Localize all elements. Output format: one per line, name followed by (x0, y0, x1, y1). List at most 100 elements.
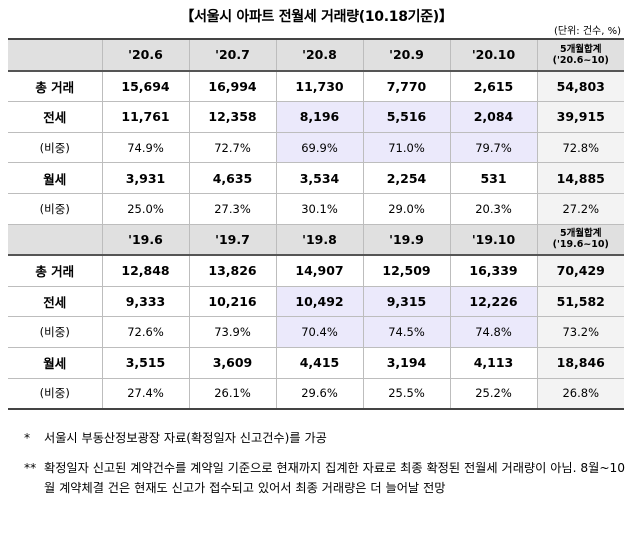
cell-total: 27.2% (537, 192, 624, 225)
table-row: 월세 3,931 4,635 3,534 2,254 531 14,885 (8, 162, 624, 194)
cell-total: 54,803 (537, 70, 624, 103)
header-cell: '19.6 (102, 223, 190, 257)
cell: 26.1% (189, 377, 277, 411)
cell-highlighted: 79.7% (450, 131, 538, 164)
table-row: 총 거래 15,694 16,994 11,730 7,770 2,615 54… (8, 70, 624, 103)
header-row-2019: '19.6 '19.7 '19.8 '19.9 '19.10 5개월합계('19… (8, 223, 624, 257)
row-label: 전세 (8, 285, 103, 318)
table-row: (비중) 74.9% 72.7% 69.9% 71.0% 79.7% 72.8% (8, 131, 624, 164)
cell-highlighted: 5,516 (363, 101, 451, 133)
cell: 16,339 (450, 254, 538, 287)
row-label: 총 거래 (8, 254, 103, 287)
row-label: (비중) (8, 316, 103, 348)
cell-highlighted: 70.4% (276, 316, 364, 348)
header-cell: '19.8 (276, 223, 364, 257)
cell-highlighted: 8,196 (276, 101, 364, 133)
footnote: ** 확정일자 신고된 계약건수를 계약일 기준으로 현재까지 집계한 자료로 … (24, 458, 629, 498)
cell: 29.0% (363, 192, 451, 225)
cell-total: 14,885 (537, 162, 624, 194)
cell-highlighted: 69.9% (276, 131, 364, 164)
cell: 9,333 (102, 285, 190, 318)
row-label: 총 거래 (8, 70, 103, 103)
cell: 11,761 (102, 101, 190, 133)
cell: 30.1% (276, 192, 364, 225)
table-row: 전세 11,761 12,358 8,196 5,516 2,084 39,91… (8, 101, 624, 133)
row-label: 전세 (8, 101, 103, 133)
cell: 4,113 (450, 346, 538, 379)
header-cell (8, 38, 103, 72)
cell-total: 51,582 (537, 285, 624, 318)
cell: 12,509 (363, 254, 451, 287)
cell-highlighted: 10,492 (276, 285, 364, 318)
footnotes: * 서울시 부동산정보광장 자료(확정일자 신고건수)를 가공 ** 확정일자 … (24, 428, 629, 498)
table-row: (비중) 72.6% 73.9% 70.4% 74.5% 74.8% 73.2% (8, 316, 624, 348)
header-cell: '19.10 (450, 223, 538, 257)
cell-highlighted: 12,226 (450, 285, 538, 318)
header-cell: '20.10 (450, 38, 538, 72)
footnote-text: 서울시 부동산정보광장 자료(확정일자 신고건수)를 가공 (44, 431, 327, 445)
cell: 14,907 (276, 254, 364, 287)
transaction-table: '20.6 '20.7 '20.8 '20.9 '20.10 5개월합계('20… (8, 38, 624, 411)
cell: 72.6% (102, 316, 190, 348)
cell-highlighted: 2,084 (450, 101, 538, 133)
table-row: 전세 9,333 10,216 10,492 9,315 12,226 51,5… (8, 285, 624, 318)
row-label: 월세 (8, 162, 103, 194)
cell: 15,694 (102, 70, 190, 103)
cell-total: 73.2% (537, 316, 624, 348)
unit-label: (단위: 건수, %) (553, 26, 621, 37)
cell: 531 (450, 162, 538, 194)
cell: 4,415 (276, 346, 364, 379)
cell: 3,194 (363, 346, 451, 379)
row-label: (비중) (8, 192, 103, 225)
table-row: 총 거래 12,848 13,826 14,907 12,509 16,339 … (8, 254, 624, 287)
cell-total: 39,915 (537, 101, 624, 133)
cell: 10,216 (189, 285, 277, 318)
table-row: (비중) 25.0% 27.3% 30.1% 29.0% 20.3% 27.2% (8, 192, 624, 225)
footnote: * 서울시 부동산정보광장 자료(확정일자 신고건수)를 가공 (24, 428, 629, 448)
cell: 3,515 (102, 346, 190, 379)
header-row-2020: '20.6 '20.7 '20.8 '20.9 '20.10 5개월합계('20… (8, 38, 624, 72)
header-cell: '20.8 (276, 38, 364, 72)
cell: 25.5% (363, 377, 451, 411)
cell: 3,931 (102, 162, 190, 194)
cell: 16,994 (189, 70, 277, 103)
cell-highlighted: 71.0% (363, 131, 451, 164)
cell-highlighted: 9,315 (363, 285, 451, 318)
cell-total: 18,846 (537, 346, 624, 379)
cell: 13,826 (189, 254, 277, 287)
footnote-mark: ** (24, 461, 37, 475)
cell: 2,615 (450, 70, 538, 103)
cell-total: 72.8% (537, 131, 624, 164)
cell: 25.0% (102, 192, 190, 225)
cell: 12,358 (189, 101, 277, 133)
cell: 3,534 (276, 162, 364, 194)
cell: 72.7% (189, 131, 277, 164)
header-cell: '20.7 (189, 38, 277, 72)
cell: 73.9% (189, 316, 277, 348)
header-cell-total: 5개월합계('20.6~10) (537, 38, 624, 72)
cell: 29.6% (276, 377, 364, 411)
row-label: (비중) (8, 377, 103, 411)
header-cell (8, 223, 103, 257)
cell: 2,254 (363, 162, 451, 194)
cell-total: 70,429 (537, 254, 624, 287)
header-cell: '20.6 (102, 38, 190, 72)
cell: 27.3% (189, 192, 277, 225)
cell-total: 26.8% (537, 377, 624, 411)
cell-highlighted: 74.8% (450, 316, 538, 348)
cell: 27.4% (102, 377, 190, 411)
cell: 74.9% (102, 131, 190, 164)
header-cell-total: 5개월합계('19.6~10) (537, 223, 624, 257)
cell: 20.3% (450, 192, 538, 225)
cell: 7,770 (363, 70, 451, 103)
row-label: 월세 (8, 346, 103, 379)
row-label: (비중) (8, 131, 103, 164)
cell: 4,635 (189, 162, 277, 194)
cell: 3,609 (189, 346, 277, 379)
cell: 12,848 (102, 254, 190, 287)
header-cell: '19.9 (363, 223, 451, 257)
cell-highlighted: 74.5% (363, 316, 451, 348)
footnote-text: 확정일자 신고된 계약건수를 계약일 기준으로 현재까지 집계한 자료로 최종 … (44, 461, 626, 495)
header-cell: '19.7 (189, 223, 277, 257)
table-row: 월세 3,515 3,609 4,415 3,194 4,113 18,846 (8, 346, 624, 379)
